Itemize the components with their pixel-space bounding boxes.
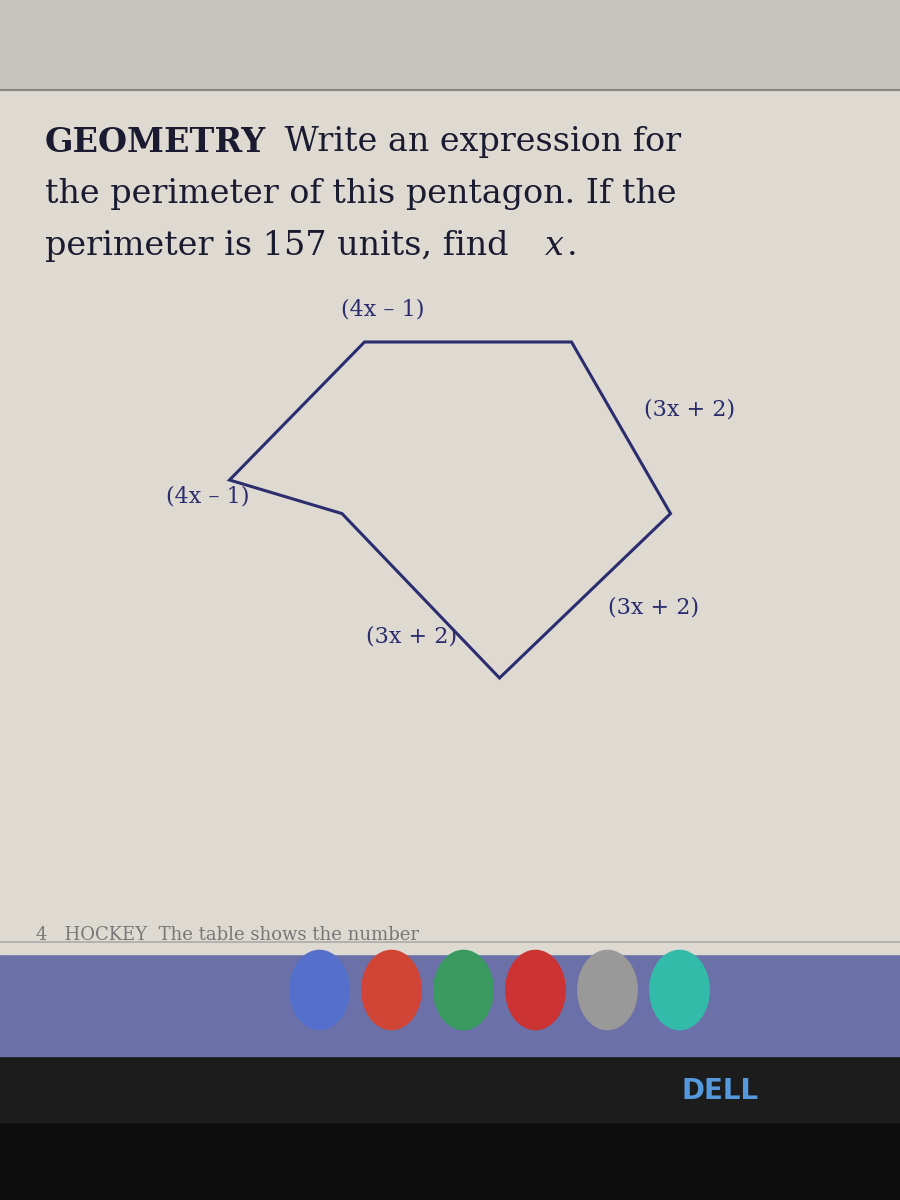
Text: (3x + 2): (3x + 2): [608, 596, 698, 619]
Text: the perimeter of this pentagon. If the: the perimeter of this pentagon. If the: [45, 178, 677, 210]
Circle shape: [434, 950, 493, 1030]
Text: (3x + 2): (3x + 2): [366, 626, 457, 648]
Text: (4x – 1): (4x – 1): [341, 299, 424, 320]
Circle shape: [578, 950, 637, 1030]
Circle shape: [290, 950, 349, 1030]
Circle shape: [650, 950, 709, 1030]
Text: GEOMETRY: GEOMETRY: [45, 126, 266, 158]
Text: x: x: [544, 230, 563, 263]
Bar: [0, 0, 900, 90]
Text: (4x – 1): (4x – 1): [166, 486, 250, 508]
Text: (3x + 2): (3x + 2): [644, 398, 734, 421]
Text: 4   HOCKEY  The table shows the number: 4 HOCKEY The table shows the number: [36, 926, 419, 944]
Bar: [0, 1056, 900, 1122]
Text: perimeter is 157 units, find: perimeter is 157 units, find: [45, 230, 519, 263]
Bar: [0, 1122, 900, 1200]
Circle shape: [506, 950, 565, 1030]
Text: DELL: DELL: [681, 1076, 759, 1105]
Bar: [0, 90, 900, 954]
Text: .: .: [567, 230, 578, 263]
Circle shape: [362, 950, 421, 1030]
Bar: [0, 954, 900, 1056]
Text: Write an expression for: Write an expression for: [274, 126, 681, 158]
